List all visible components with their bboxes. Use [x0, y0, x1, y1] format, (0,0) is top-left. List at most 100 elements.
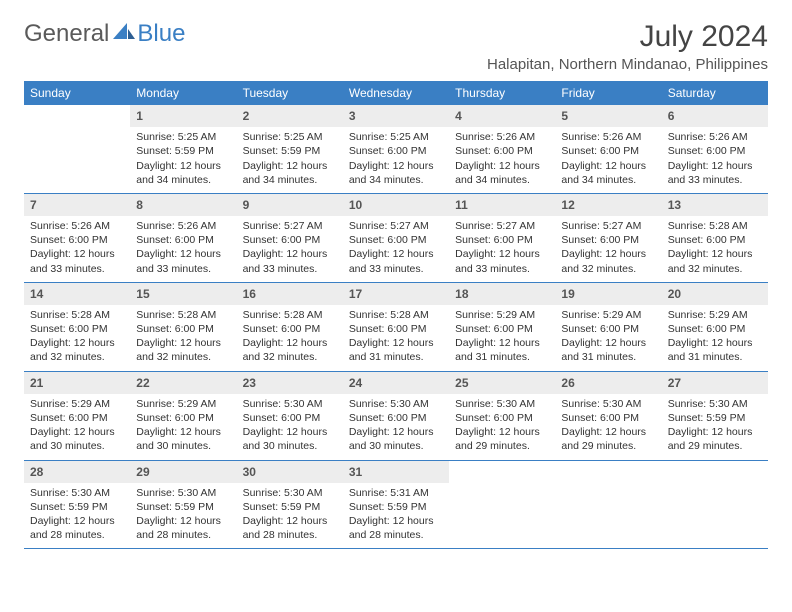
week-row: 21Sunrise: 5:29 AMSunset: 6:00 PMDayligh…: [24, 372, 768, 461]
sunrise-text: Sunrise: 5:29 AM: [30, 397, 124, 411]
sunset-text: Sunset: 6:00 PM: [668, 322, 762, 336]
sunrise-text: Sunrise: 5:27 AM: [349, 219, 443, 233]
sunset-text: Sunset: 6:00 PM: [668, 144, 762, 158]
sunset-text: Sunset: 6:00 PM: [136, 322, 230, 336]
day-number: 30: [237, 461, 343, 483]
week-row: 1Sunrise: 5:25 AMSunset: 5:59 PMDaylight…: [24, 105, 768, 194]
sunrise-text: Sunrise: 5:27 AM: [561, 219, 655, 233]
day-header-row: Sunday Monday Tuesday Wednesday Thursday…: [24, 81, 768, 105]
day-cell: [24, 105, 130, 193]
day-content: Sunrise: 5:26 AMSunset: 6:00 PMDaylight:…: [130, 216, 236, 282]
day-content: Sunrise: 5:28 AMSunset: 6:00 PMDaylight:…: [343, 305, 449, 371]
sunset-text: Sunset: 6:00 PM: [243, 233, 337, 247]
day-cell: 19Sunrise: 5:29 AMSunset: 6:00 PMDayligh…: [555, 283, 661, 371]
day-header: Monday: [130, 81, 236, 105]
day-cell: [662, 461, 768, 549]
sunset-text: Sunset: 5:59 PM: [243, 144, 337, 158]
day-number: 1: [130, 105, 236, 127]
day-number: 22: [130, 372, 236, 394]
day-number: 17: [343, 283, 449, 305]
sunset-text: Sunset: 5:59 PM: [136, 144, 230, 158]
day-content: Sunrise: 5:25 AMSunset: 5:59 PMDaylight:…: [130, 127, 236, 193]
day-number: 13: [662, 194, 768, 216]
day-content: Sunrise: 5:29 AMSunset: 6:00 PMDaylight:…: [24, 394, 130, 460]
daylight-text: Daylight: 12 hours and 32 minutes.: [561, 247, 655, 275]
day-content: Sunrise: 5:30 AMSunset: 6:00 PMDaylight:…: [449, 394, 555, 460]
day-cell: [555, 461, 661, 549]
daylight-text: Daylight: 12 hours and 28 minutes.: [243, 514, 337, 542]
day-content: Sunrise: 5:25 AMSunset: 5:59 PMDaylight:…: [237, 127, 343, 193]
daylight-text: Daylight: 12 hours and 32 minutes.: [30, 336, 124, 364]
day-content: Sunrise: 5:30 AMSunset: 6:00 PMDaylight:…: [343, 394, 449, 460]
sunrise-text: Sunrise: 5:28 AM: [136, 308, 230, 322]
day-content: Sunrise: 5:28 AMSunset: 6:00 PMDaylight:…: [130, 305, 236, 371]
sunset-text: Sunset: 6:00 PM: [136, 411, 230, 425]
brand-part1: General: [24, 20, 109, 48]
sunset-text: Sunset: 6:00 PM: [561, 411, 655, 425]
day-cell: 29Sunrise: 5:30 AMSunset: 5:59 PMDayligh…: [130, 461, 236, 549]
daylight-text: Daylight: 12 hours and 31 minutes.: [561, 336, 655, 364]
sunrise-text: Sunrise: 5:25 AM: [243, 130, 337, 144]
daylight-text: Daylight: 12 hours and 32 minutes.: [136, 336, 230, 364]
week-row: 14Sunrise: 5:28 AMSunset: 6:00 PMDayligh…: [24, 283, 768, 372]
sunset-text: Sunset: 6:00 PM: [455, 411, 549, 425]
day-content: Sunrise: 5:30 AMSunset: 5:59 PMDaylight:…: [130, 483, 236, 549]
day-cell: 26Sunrise: 5:30 AMSunset: 6:00 PMDayligh…: [555, 372, 661, 460]
sunrise-text: Sunrise: 5:30 AM: [668, 397, 762, 411]
sunset-text: Sunset: 6:00 PM: [455, 144, 549, 158]
day-content: Sunrise: 5:30 AMSunset: 5:59 PMDaylight:…: [237, 483, 343, 549]
day-number: 21: [24, 372, 130, 394]
daylight-text: Daylight: 12 hours and 33 minutes.: [349, 247, 443, 275]
day-content: Sunrise: 5:27 AMSunset: 6:00 PMDaylight:…: [343, 216, 449, 282]
day-cell: 16Sunrise: 5:28 AMSunset: 6:00 PMDayligh…: [237, 283, 343, 371]
day-cell: 22Sunrise: 5:29 AMSunset: 6:00 PMDayligh…: [130, 372, 236, 460]
sunrise-text: Sunrise: 5:27 AM: [243, 219, 337, 233]
day-cell: 23Sunrise: 5:30 AMSunset: 6:00 PMDayligh…: [237, 372, 343, 460]
page-header: General Blue July 2024 Halapitan, Northe…: [24, 20, 768, 73]
daylight-text: Daylight: 12 hours and 32 minutes.: [243, 336, 337, 364]
sunset-text: Sunset: 6:00 PM: [30, 322, 124, 336]
day-number: 24: [343, 372, 449, 394]
sunrise-text: Sunrise: 5:30 AM: [243, 486, 337, 500]
daylight-text: Daylight: 12 hours and 29 minutes.: [668, 425, 762, 453]
day-cell: 24Sunrise: 5:30 AMSunset: 6:00 PMDayligh…: [343, 372, 449, 460]
day-cell: 20Sunrise: 5:29 AMSunset: 6:00 PMDayligh…: [662, 283, 768, 371]
day-number: 4: [449, 105, 555, 127]
week-row: 28Sunrise: 5:30 AMSunset: 5:59 PMDayligh…: [24, 461, 768, 550]
sunset-text: Sunset: 6:00 PM: [561, 144, 655, 158]
sunrise-text: Sunrise: 5:25 AM: [349, 130, 443, 144]
day-cell: 14Sunrise: 5:28 AMSunset: 6:00 PMDayligh…: [24, 283, 130, 371]
sunset-text: Sunset: 6:00 PM: [243, 411, 337, 425]
day-number: 7: [24, 194, 130, 216]
sunset-text: Sunset: 6:00 PM: [30, 411, 124, 425]
day-number: 11: [449, 194, 555, 216]
day-number: 19: [555, 283, 661, 305]
day-content: Sunrise: 5:29 AMSunset: 6:00 PMDaylight:…: [662, 305, 768, 371]
sunrise-text: Sunrise: 5:26 AM: [668, 130, 762, 144]
day-number: 28: [24, 461, 130, 483]
sunrise-text: Sunrise: 5:28 AM: [668, 219, 762, 233]
day-content: Sunrise: 5:30 AMSunset: 5:59 PMDaylight:…: [24, 483, 130, 549]
day-content: Sunrise: 5:27 AMSunset: 6:00 PMDaylight:…: [449, 216, 555, 282]
sunrise-text: Sunrise: 5:31 AM: [349, 486, 443, 500]
day-number: 9: [237, 194, 343, 216]
sunset-text: Sunset: 5:59 PM: [136, 500, 230, 514]
sunrise-text: Sunrise: 5:28 AM: [349, 308, 443, 322]
daylight-text: Daylight: 12 hours and 33 minutes.: [136, 247, 230, 275]
day-cell: 11Sunrise: 5:27 AMSunset: 6:00 PMDayligh…: [449, 194, 555, 282]
sunset-text: Sunset: 5:59 PM: [243, 500, 337, 514]
sunrise-text: Sunrise: 5:28 AM: [243, 308, 337, 322]
day-content: Sunrise: 5:31 AMSunset: 5:59 PMDaylight:…: [343, 483, 449, 549]
day-content: Sunrise: 5:30 AMSunset: 5:59 PMDaylight:…: [662, 394, 768, 460]
sunrise-text: Sunrise: 5:30 AM: [561, 397, 655, 411]
day-content: Sunrise: 5:28 AMSunset: 6:00 PMDaylight:…: [237, 305, 343, 371]
daylight-text: Daylight: 12 hours and 29 minutes.: [561, 425, 655, 453]
sunset-text: Sunset: 6:00 PM: [349, 233, 443, 247]
day-content: Sunrise: 5:26 AMSunset: 6:00 PMDaylight:…: [662, 127, 768, 193]
day-cell: 6Sunrise: 5:26 AMSunset: 6:00 PMDaylight…: [662, 105, 768, 193]
day-number: 27: [662, 372, 768, 394]
daylight-text: Daylight: 12 hours and 28 minutes.: [30, 514, 124, 542]
day-number: 31: [343, 461, 449, 483]
day-content: Sunrise: 5:25 AMSunset: 6:00 PMDaylight:…: [343, 127, 449, 193]
sunrise-text: Sunrise: 5:29 AM: [455, 308, 549, 322]
